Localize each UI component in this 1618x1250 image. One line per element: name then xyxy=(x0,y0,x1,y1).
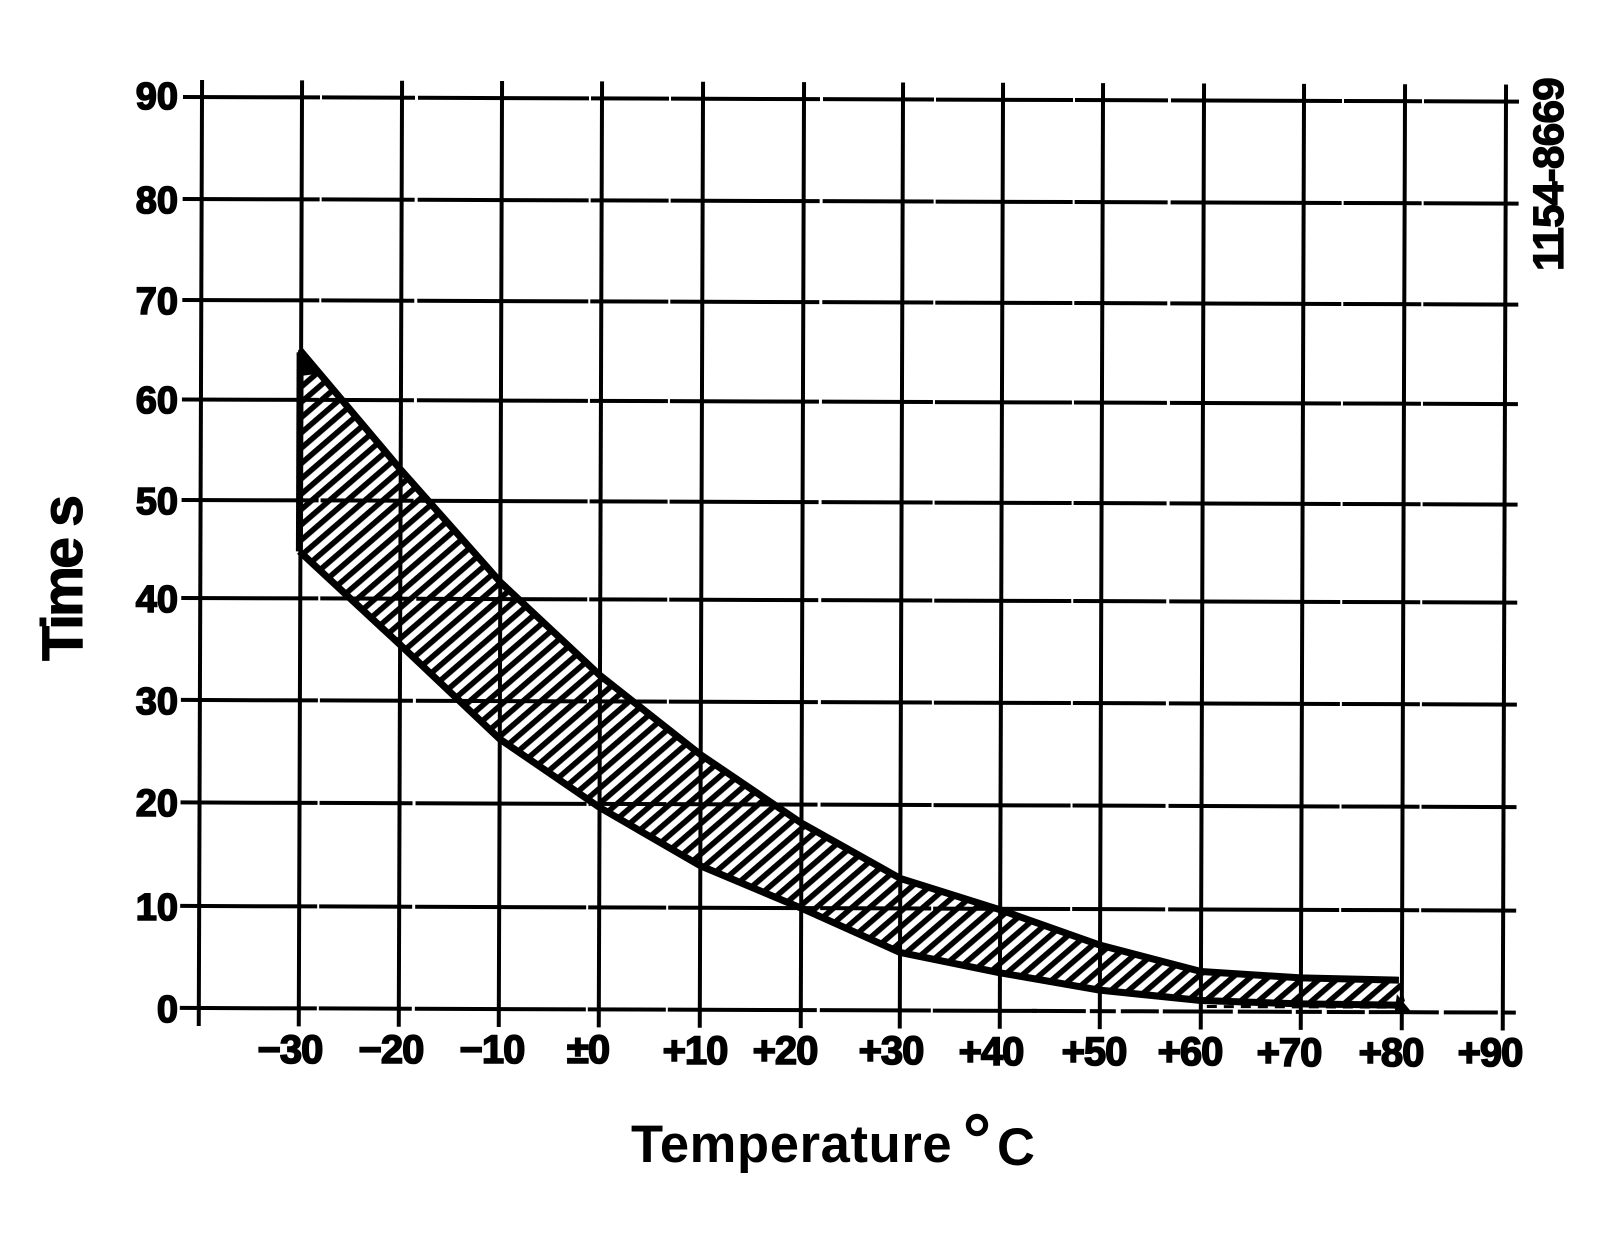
svg-text:+10: +10 xyxy=(663,1029,728,1073)
svg-text:1154-8669: 1154-8669 xyxy=(1526,78,1573,271)
svg-text:40: 40 xyxy=(136,579,178,621)
svg-text:Time s: Time s xyxy=(31,497,95,661)
svg-text:+50: +50 xyxy=(1062,1030,1127,1074)
svg-text:10: 10 xyxy=(136,887,178,929)
svg-text:30: 30 xyxy=(136,681,178,723)
svg-text:−20: −20 xyxy=(359,1028,424,1072)
svg-text:+30: +30 xyxy=(859,1029,924,1073)
svg-text:Temperature: Temperature xyxy=(631,1115,952,1174)
svg-text:+70: +70 xyxy=(1257,1031,1322,1075)
svg-text:50: 50 xyxy=(136,481,178,523)
svg-text:20: 20 xyxy=(136,783,178,825)
svg-text:90: 90 xyxy=(136,76,178,118)
svg-text:0: 0 xyxy=(157,989,178,1031)
svg-text:−30: −30 xyxy=(258,1028,323,1072)
svg-text:+80: +80 xyxy=(1359,1031,1424,1075)
svg-text:60: 60 xyxy=(136,380,178,422)
svg-text:−10: −10 xyxy=(460,1028,525,1072)
svg-text:80: 80 xyxy=(136,180,178,222)
svg-text:70: 70 xyxy=(136,281,178,323)
svg-text:C: C xyxy=(997,1118,1035,1177)
svg-text:+40: +40 xyxy=(959,1030,1024,1074)
svg-text:+90: +90 xyxy=(1458,1031,1523,1075)
svg-text:±0: ±0 xyxy=(567,1028,609,1072)
svg-text:+20: +20 xyxy=(753,1029,818,1073)
svg-text:+60: +60 xyxy=(1158,1030,1223,1074)
